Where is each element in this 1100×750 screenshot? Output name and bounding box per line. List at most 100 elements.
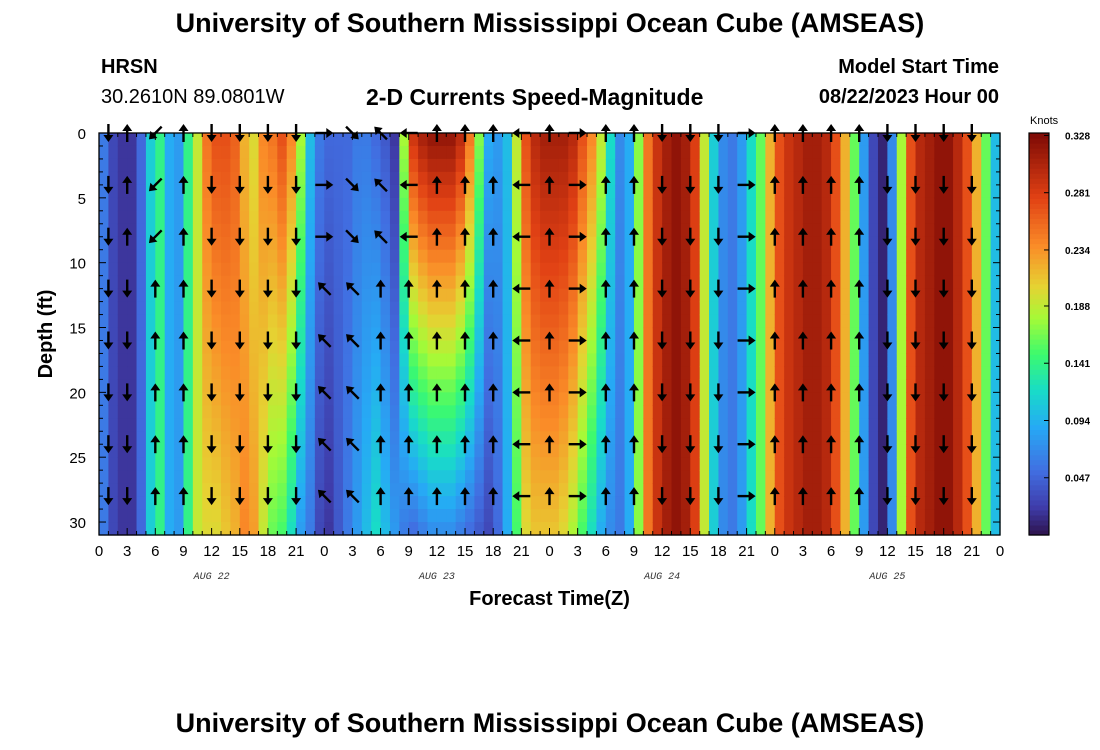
heatmap-cell xyxy=(615,145,626,160)
heatmap-cell xyxy=(164,171,175,186)
heatmap-cell xyxy=(849,444,860,458)
heatmap-cell xyxy=(558,444,569,458)
current-vector xyxy=(568,387,587,398)
heatmap-cell xyxy=(305,340,316,355)
heatmap-cell xyxy=(671,301,682,316)
colorbar-segment xyxy=(1029,369,1049,375)
heatmap-cell xyxy=(784,457,795,471)
heatmap-cell xyxy=(755,509,766,523)
heatmap-cell xyxy=(812,496,823,510)
current-vector xyxy=(346,334,360,348)
heatmap-cell xyxy=(840,210,851,225)
heatmap-cell xyxy=(793,379,804,393)
heatmap-cell xyxy=(221,444,231,458)
heatmap-cell xyxy=(990,509,1001,523)
heatmap-cell xyxy=(718,431,729,445)
heatmap-cell xyxy=(108,405,119,419)
heatmap-cell xyxy=(577,444,588,458)
heatmap-cell xyxy=(530,158,541,173)
vector-head xyxy=(431,124,442,131)
heatmap-cell xyxy=(840,496,851,510)
heatmap-cell xyxy=(267,457,278,471)
current-vector xyxy=(737,231,756,242)
vector-head xyxy=(103,238,114,246)
heatmap-cell xyxy=(868,236,879,251)
vector-head xyxy=(826,279,837,287)
current-vector xyxy=(206,331,217,350)
colorbar-segment xyxy=(1029,163,1049,169)
heatmap-cell xyxy=(840,145,851,160)
heatmap-cell xyxy=(821,470,832,484)
heatmap-cell xyxy=(511,171,522,186)
heatmap-cell xyxy=(399,197,410,212)
heatmap-cell xyxy=(145,145,156,160)
heatmap-cell xyxy=(211,301,222,316)
heatmap-cell xyxy=(117,210,128,225)
heatmap-cell xyxy=(99,366,109,380)
heatmap-cell xyxy=(624,366,635,380)
vector-head xyxy=(488,279,499,287)
heatmap-cell xyxy=(221,158,231,173)
heatmap-cell xyxy=(305,392,316,406)
vector-head xyxy=(769,175,780,183)
heatmap-cell xyxy=(371,496,382,510)
current-vector xyxy=(657,227,668,246)
vector-head xyxy=(882,290,893,298)
heatmap-cell xyxy=(521,171,532,186)
heatmap-cell xyxy=(296,431,307,445)
heatmap-cell xyxy=(418,340,429,355)
heatmap-cell xyxy=(821,236,832,251)
heatmap-cell xyxy=(568,158,579,173)
vector-head xyxy=(374,178,383,188)
x-tick-label: 12 xyxy=(203,543,220,560)
heatmap-cell xyxy=(427,470,438,484)
heatmap-cell xyxy=(493,444,504,458)
heatmap-cell xyxy=(465,522,476,536)
heatmap-cell xyxy=(192,275,203,290)
heatmap-cell xyxy=(812,184,823,199)
heatmap-cell xyxy=(924,133,935,147)
heatmap-cell xyxy=(483,236,494,251)
heatmap-cell xyxy=(465,379,476,393)
heatmap-cell xyxy=(943,171,954,186)
heatmap-cell xyxy=(258,509,269,523)
heatmap-cell xyxy=(502,171,513,186)
heatmap-cell xyxy=(408,496,419,510)
vector-head xyxy=(262,186,273,194)
heatmap-cell xyxy=(145,483,156,497)
heatmap-cell xyxy=(221,249,231,264)
heatmap-cell xyxy=(511,184,522,199)
heatmap-cell xyxy=(746,470,757,484)
heatmap-cell xyxy=(812,288,823,303)
colorbar-segment xyxy=(1029,444,1049,451)
heatmap-cell xyxy=(465,509,476,523)
heatmap-cell xyxy=(277,314,288,329)
heatmap-cell xyxy=(127,133,138,147)
heatmap-cell xyxy=(267,133,278,147)
heatmap-cell xyxy=(802,496,813,510)
heatmap-cell xyxy=(953,301,964,316)
heatmap-cell xyxy=(755,275,766,290)
heatmap-cell xyxy=(324,353,335,368)
heatmap-cell xyxy=(380,249,391,264)
heatmap-cell xyxy=(737,418,748,432)
heatmap-cell xyxy=(915,470,926,484)
heatmap-cell xyxy=(418,197,429,212)
heatmap-cell xyxy=(943,301,954,316)
heatmap-cell xyxy=(277,496,288,510)
current-vector xyxy=(460,435,470,454)
heatmap-cell xyxy=(662,366,673,380)
vector-head xyxy=(854,124,865,131)
heatmap-cell xyxy=(737,496,748,510)
heatmap-cell xyxy=(389,340,400,355)
heatmap-cell xyxy=(596,340,607,355)
heatmap-cell xyxy=(343,405,354,419)
heatmap-cell xyxy=(333,184,344,199)
heatmap-cell xyxy=(343,327,354,342)
heatmap-cell xyxy=(802,288,813,303)
heatmap-cell xyxy=(990,470,1001,484)
heatmap-cell xyxy=(324,171,335,186)
heatmap-cell xyxy=(549,431,560,445)
heatmap-cell xyxy=(117,236,128,251)
heatmap-cell xyxy=(877,236,888,251)
